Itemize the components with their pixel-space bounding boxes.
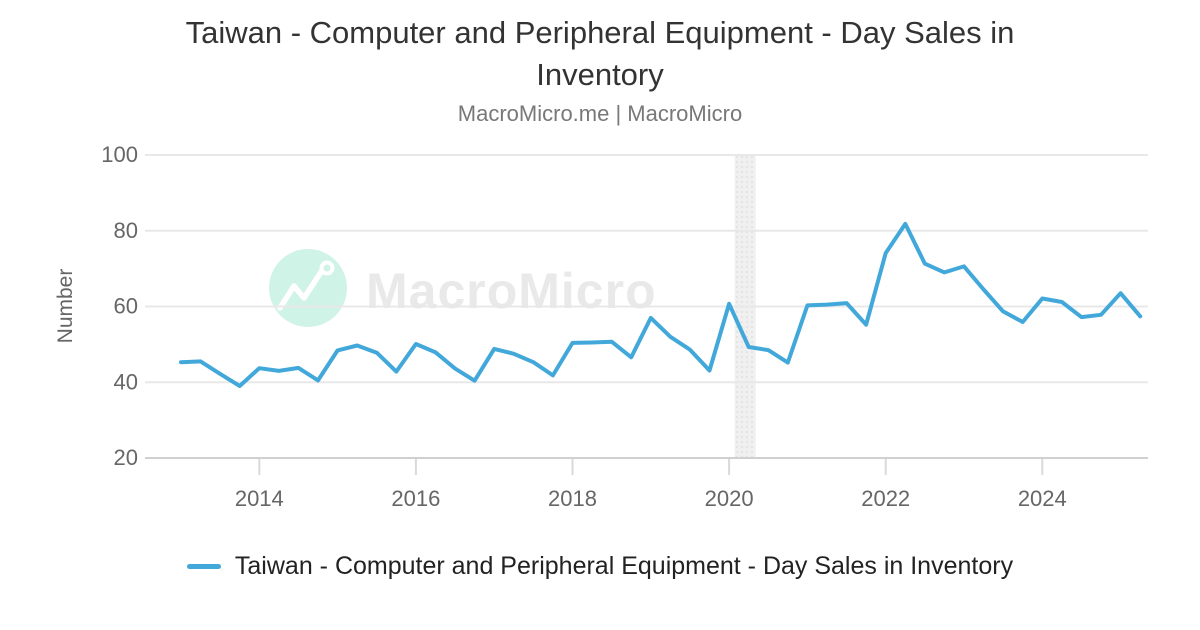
x-tick-label: 2024 [1018,486,1067,511]
y-tick-label: 80 [114,218,138,243]
y-tick-label: 60 [114,294,138,319]
chart-title-line2: Inventory [536,57,664,92]
legend: Taiwan - Computer and Peripheral Equipme… [0,552,1200,581]
x-tick-label: 2018 [548,486,597,511]
x-tick-label: 2016 [391,486,440,511]
watermark-text: MacroMicro [366,263,657,319]
y-tick-label: 100 [101,142,138,167]
x-tick-label: 2020 [705,486,754,511]
legend-swatch [186,564,221,569]
legend-item[interactable]: Taiwan - Computer and Peripheral Equipme… [186,552,1014,581]
watermark-logo-ring [319,260,335,276]
chart-title-line1: Taiwan - Computer and Peripheral Equipme… [185,15,1015,50]
x-tick-label: 2022 [861,486,910,511]
legend-label: Taiwan - Computer and Peripheral Equipme… [234,552,1014,580]
y-tick-label: 40 [114,369,138,394]
chart-title: Taiwan - Computer and Peripheral Equipme… [0,12,1200,96]
x-tick-label: 2014 [235,486,284,511]
chart-subtitle: MacroMicro.me | MacroMicro [457,101,743,126]
watermark-logo-zigzag [277,269,324,311]
y-tick-label: 20 [114,445,138,470]
series-line [179,221,1143,388]
